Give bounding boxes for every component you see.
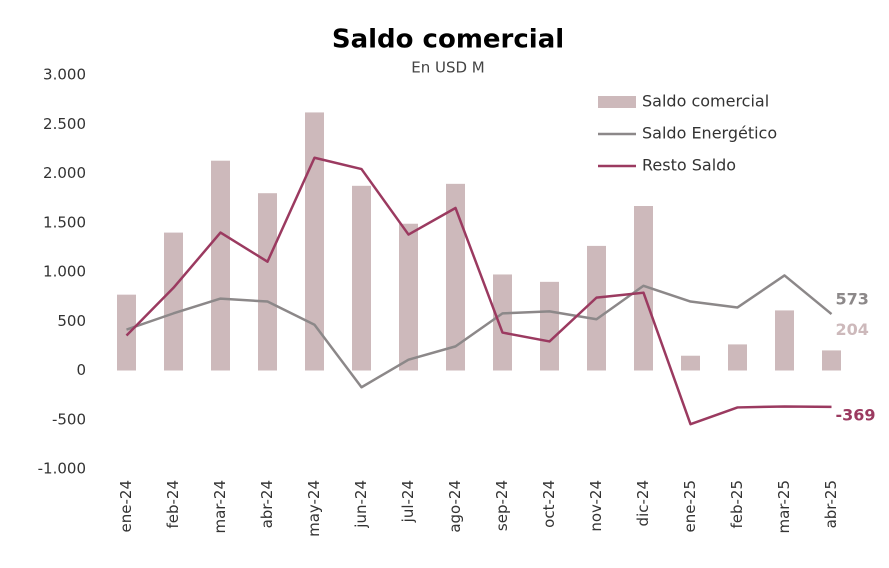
bar <box>728 344 747 371</box>
end-label: 573 <box>836 290 869 309</box>
y-tick-label: 3.000 <box>43 66 86 84</box>
x-tick-label: ene-25 <box>681 480 699 532</box>
x-tick-label: ago-24 <box>446 480 464 533</box>
x-tick-label: nov-24 <box>587 480 605 532</box>
y-tick-label: 2.000 <box>43 164 86 182</box>
bar <box>634 206 653 371</box>
bar <box>587 245 606 371</box>
chart-title: Saldo comercial <box>332 25 564 55</box>
y-tick-label: 0 <box>76 361 86 379</box>
bar <box>352 185 371 371</box>
bar <box>117 294 136 371</box>
bar <box>493 274 512 371</box>
line <box>126 274 833 389</box>
x-tick-label: ene-24 <box>117 480 135 532</box>
legend-label: Saldo Energético <box>642 124 777 143</box>
x-tick-label: abr-25 <box>822 480 840 528</box>
x-tick-label: abr-24 <box>258 480 276 528</box>
x-tick-label: dic-24 <box>634 480 652 526</box>
x-tick-label: feb-24 <box>164 480 182 529</box>
y-tick-label: 2.500 <box>43 115 86 133</box>
x-tick-label: oct-24 <box>540 480 558 528</box>
x-tick-label: feb-25 <box>728 480 746 529</box>
bar <box>399 223 418 371</box>
x-tick-label: mar-25 <box>775 480 793 534</box>
x-tick-label: mar-24 <box>211 480 229 534</box>
bar <box>775 310 794 371</box>
legend-label: Saldo comercial <box>642 92 769 111</box>
chart-subtitle: En USD M <box>411 59 485 77</box>
y-tick-label: -1.000 <box>38 460 86 478</box>
bar <box>681 355 700 371</box>
y-tick-label: 1.000 <box>43 263 86 281</box>
line <box>125 156 832 426</box>
y-tick-label: -500 <box>52 410 86 428</box>
bar <box>211 160 230 371</box>
bar <box>164 232 183 371</box>
y-tick-label: 500 <box>57 312 86 330</box>
x-tick-label: may-24 <box>305 480 323 537</box>
x-tick-label: sep-24 <box>493 480 511 531</box>
bar <box>822 350 841 371</box>
x-tick-label: jul-24 <box>399 480 417 523</box>
end-label: -369 <box>836 405 876 424</box>
bar <box>446 183 465 371</box>
x-tick-label: jun-24 <box>352 480 370 529</box>
y-tick-label: 1.500 <box>43 213 86 231</box>
bar <box>305 112 324 371</box>
legend-label: Resto Saldo <box>642 156 736 175</box>
legend-swatch <box>598 96 636 108</box>
bar <box>258 193 277 371</box>
end-label: 204 <box>836 320 869 339</box>
bar <box>540 281 559 371</box>
